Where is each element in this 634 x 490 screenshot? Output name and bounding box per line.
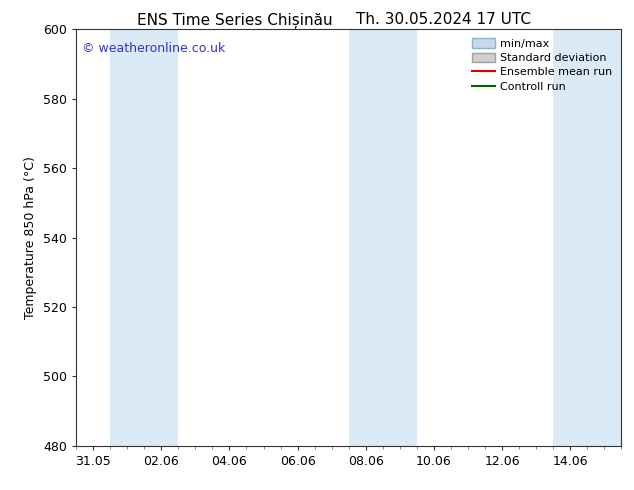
Bar	[349, 29, 417, 446]
Y-axis label: Temperature 850 hPa (°C): Temperature 850 hPa (°C)	[25, 156, 37, 319]
Bar	[553, 29, 621, 446]
Legend: min/max, Standard deviation, Ensemble mean run, Controll run: min/max, Standard deviation, Ensemble me…	[469, 35, 616, 95]
Bar	[110, 29, 178, 446]
Text: Th. 30.05.2024 17 UTC: Th. 30.05.2024 17 UTC	[356, 12, 531, 27]
Text: © weatheronline.co.uk: © weatheronline.co.uk	[82, 42, 225, 55]
Text: ENS Time Series Chișinău: ENS Time Series Chișinău	[137, 12, 332, 28]
